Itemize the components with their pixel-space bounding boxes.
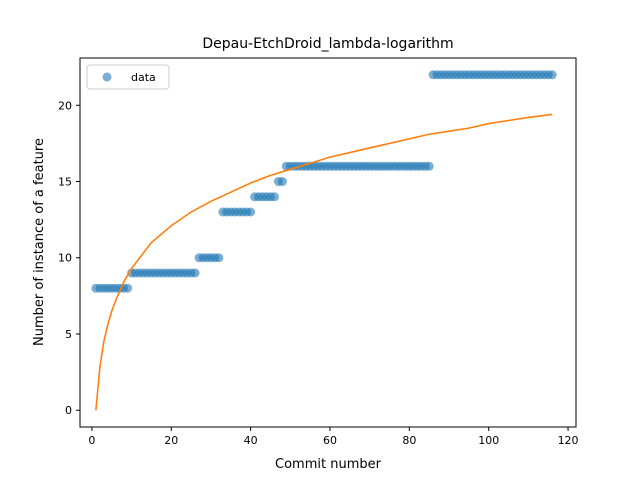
data-point	[190, 268, 200, 278]
y-tick-label: 20	[58, 99, 72, 112]
x-tick-label: 0	[88, 434, 95, 447]
data-point	[123, 283, 133, 293]
y-axis-ticks: 0 5 10 15 20	[58, 99, 80, 417]
x-axis-ticks: 0 20 40 60 80 100 120	[88, 427, 579, 447]
data-point	[269, 192, 279, 202]
y-axis-label: Number of instance of a feature	[32, 138, 47, 346]
data-point	[424, 161, 434, 171]
axes-frame	[79, 57, 577, 428]
data-series	[91, 70, 557, 293]
x-tick-label: 80	[402, 434, 416, 447]
x-tick-label: 20	[164, 434, 178, 447]
x-tick-label: 100	[478, 434, 499, 447]
x-tick-label: 40	[244, 434, 258, 447]
x-tick-label: 60	[323, 434, 337, 447]
data-point	[547, 70, 557, 80]
data-point	[277, 177, 287, 187]
fit-line	[95, 113, 553, 411]
y-tick-label: 15	[58, 176, 72, 189]
x-axis-label: Commit number	[275, 457, 382, 472]
legend-marker-data	[102, 72, 112, 82]
legend: data	[86, 64, 170, 90]
legend-box	[86, 64, 170, 90]
plot-area	[91, 70, 557, 411]
y-tick-label: 10	[58, 252, 72, 265]
x-tick-label: 120	[558, 434, 579, 447]
data-point	[214, 253, 224, 263]
y-tick-label: 0	[65, 404, 72, 417]
fit-line-series	[95, 113, 553, 411]
legend-label-data: data	[131, 71, 156, 84]
data-point	[246, 207, 256, 217]
y-tick-label: 5	[65, 328, 72, 341]
chart-title: Depau-EtchDroid_lambda-logarithm	[202, 36, 453, 52]
